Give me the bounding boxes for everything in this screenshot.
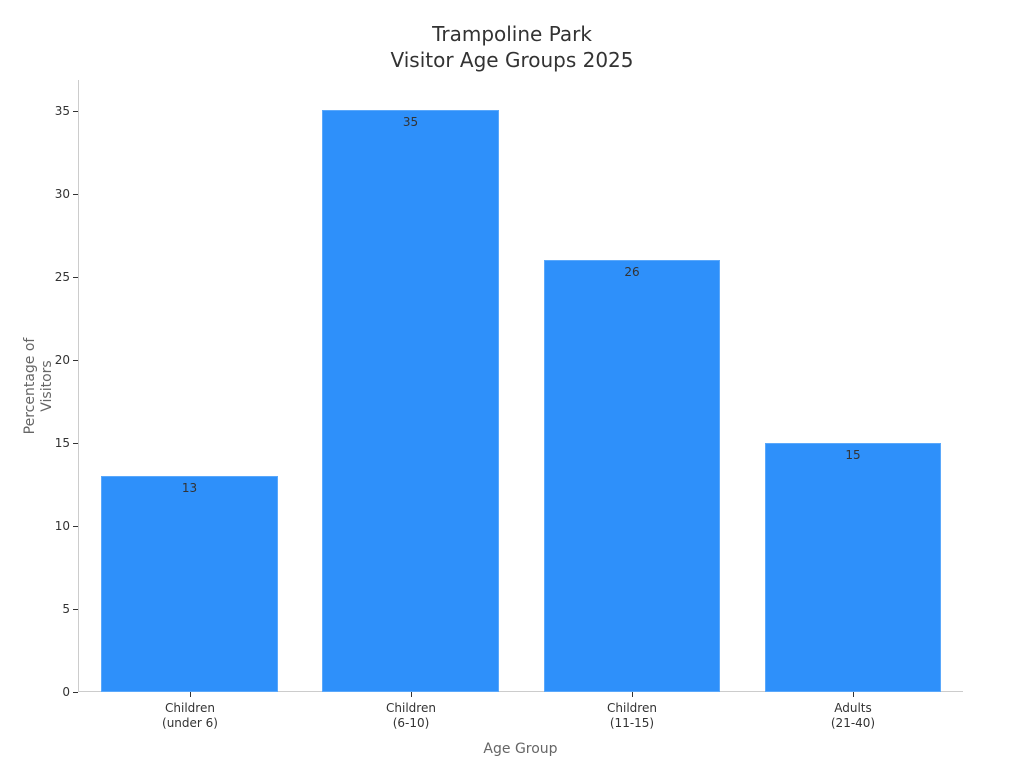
bar-value-label: 35 <box>402 115 419 129</box>
bar-children-11-15: 26 <box>544 260 720 692</box>
y-tick: 35 <box>40 104 78 118</box>
chart-title-line-1: Trampoline Park <box>432 22 592 46</box>
x-tick: Children (11-15) <box>562 692 702 731</box>
bar-children-6-10: 35 <box>322 110 499 692</box>
bar-value-label: 13 <box>181 481 198 495</box>
bar-value-label: 26 <box>624 265 640 279</box>
bar-children-under-6: 13 <box>101 476 278 692</box>
chart-title-line-2: Visitor Age Groups 2025 <box>390 48 634 72</box>
y-tick: 15 <box>40 436 78 450</box>
x-tick: Adults (21-40) <box>783 692 923 731</box>
y-tick: 25 <box>40 270 78 284</box>
y-tick: 20 <box>40 353 78 367</box>
y-axis-label: Percentage of Visitors <box>22 337 55 435</box>
x-axis-line <box>78 691 963 692</box>
x-tick: Children (under 6) <box>120 692 260 731</box>
y-tick: 10 <box>40 519 78 533</box>
y-tick: 0 <box>40 685 78 699</box>
x-tick: Children (6-10) <box>341 692 481 731</box>
y-axis-line <box>78 80 79 692</box>
y-tick: 30 <box>40 187 78 201</box>
chart-title: Trampoline Park Visitor Age Groups 2025 <box>0 21 1024 73</box>
y-tick: 5 <box>40 602 78 616</box>
bar-value-label: 15 <box>845 448 861 462</box>
x-axis-label: Age Group <box>483 741 558 757</box>
bar-adults-21-40: 15 <box>765 443 941 692</box>
